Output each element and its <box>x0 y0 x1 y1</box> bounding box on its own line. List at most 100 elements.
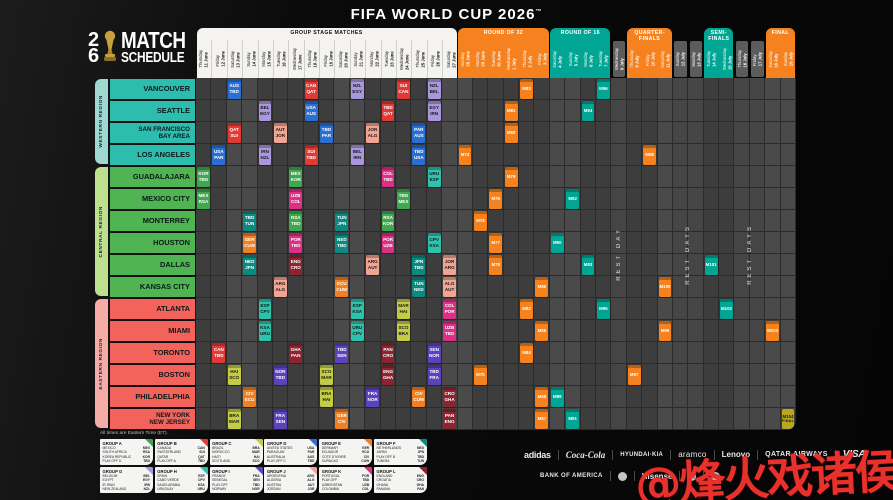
grid-column <box>688 78 704 430</box>
stage-title: ROUND OF 16 <box>560 30 600 36</box>
match-cell-group-H: ESP CPV <box>258 299 272 319</box>
match-cell-r32: M76 <box>489 189 503 209</box>
date-column-header: Monday 29 June <box>473 40 488 78</box>
match-cell-group-C: SCO BRA <box>397 321 410 341</box>
match-cell-group-G: NZL EGY <box>350 79 364 99</box>
date-label: Friday 10 July <box>644 51 655 67</box>
hisense-logo: Hisense <box>641 471 673 481</box>
match-cell-group-I: FRA SEN <box>273 409 287 429</box>
match-cell-r32: M80 <box>504 123 518 143</box>
match-cell-group-G: NZL BEL <box>427 79 441 99</box>
schedule-grid: REST DAY REST DAYS REST DAYS AUS TBD CAN QAT NZ… <box>196 78 796 430</box>
grid-column <box>749 78 766 430</box>
match-cell-group-E: CIV CUW <box>412 387 426 407</box>
stage-band-group-stage-matches: GROUP STAGE MATCHES <box>196 28 457 78</box>
date-label: Sunday 14 June <box>245 51 256 67</box>
match-cell-group-H: ESP KSA <box>350 299 364 319</box>
city-row-label: SAN FRANCISCO BAY AREA <box>110 123 195 143</box>
date-column-header: Sunday 12 July <box>673 40 688 78</box>
date-label: Monday 22 June <box>368 51 379 67</box>
region-label-central: CENTRAL REGION <box>95 167 108 296</box>
match-cell-br3: M103 <box>766 321 780 341</box>
match-cell-group-D: USA AUS <box>304 101 318 121</box>
city-row-label: ATLANTA <box>110 299 195 319</box>
match-cell-sf: M102 <box>720 299 733 319</box>
grid-column <box>672 78 689 430</box>
legend-group-l: GROUP L ENGLAND ENG CROATIA CRO GHANA GHA PANAM… <box>374 467 427 493</box>
date-column-header: Friday 17 July <box>750 40 765 78</box>
date-label: Friday 3 July <box>536 53 548 65</box>
date-label: Tuesday 7 July <box>598 51 609 67</box>
date-label: Saturday 11 July <box>659 50 671 68</box>
grid-column <box>780 78 796 430</box>
match-cell-group-C: HAI SCO <box>227 365 241 385</box>
rest-day-chip <box>751 41 764 77</box>
match-cell-group-E: GER CIV <box>335 409 349 429</box>
sponsor-divider <box>679 471 681 481</box>
match-cell-group-B: TBD QAT <box>381 101 395 121</box>
rest-day-chip <box>674 41 687 77</box>
date-column-header: Saturday 11 July <box>658 40 673 78</box>
grid-column <box>211 78 227 430</box>
match-cell-r32: M75 <box>473 365 487 385</box>
date-label: Wednesday 15 July <box>721 47 732 71</box>
bank-of-america-logo: BANK OF AMERICA <box>540 473 603 479</box>
date-column-header: Wednesday 24 June <box>396 40 412 78</box>
region-label-eastern: EASTERN REGION <box>95 299 108 428</box>
match-cell-group-L: GHA PAN <box>289 343 303 363</box>
match-cell-group-E: ECU CUW <box>335 277 349 297</box>
match-cell-group-L: ENG GHA <box>381 365 395 385</box>
match-cell-r32: M74 <box>473 211 487 231</box>
legend-group-k: GROUP K PORTUGAL POR PLAY-OFF TBD UZBEKISTAN U… <box>319 467 373 493</box>
date-column-header: Saturday 20 June <box>334 40 350 78</box>
date-label: Tuesday 30 June <box>490 51 501 67</box>
match-cell-group-G: EGY IRN <box>427 101 441 121</box>
grid-column <box>734 78 750 430</box>
city-row-label: MONTERREY <box>110 211 195 231</box>
date-column-header: Tuesday 16 June <box>272 40 289 78</box>
visa-logo: VISA <box>842 449 866 460</box>
logo-26-badge: 2 6 <box>88 28 100 67</box>
date-label: Thursday 25 June <box>414 50 426 68</box>
stage-title: QUARTER-FINALS <box>634 30 665 42</box>
legend-group-i: GROUP I FRANCE FRA SENEGAL SEN PLAY-OFF TBD NOR… <box>209 467 263 493</box>
match-cell-r32: M85 <box>535 321 549 341</box>
match-cell-group-K: UZB TBD <box>443 321 457 341</box>
match-cell-group-D: TBD USA <box>412 145 426 165</box>
match-cell-group-F: TUN NED <box>412 277 426 297</box>
match-cell-r32: M79 <box>504 167 518 187</box>
city-row-label: DALLAS <box>110 255 195 275</box>
grid-column <box>334 78 350 430</box>
date-label: Sunday 19 July <box>783 51 794 67</box>
date-label: Saturday 20 June <box>337 50 349 68</box>
schedule-header: GROUP STAGE MATCHES ROUND OF 32 ROUND OF 1… <box>196 28 796 78</box>
match-cell-group-G: IRN NZL <box>258 145 272 165</box>
date-column-header: Tuesday 7 July <box>596 40 611 78</box>
date-column-header: Monday 22 June <box>365 40 381 78</box>
date-label: Friday 19 June <box>322 51 333 67</box>
match-cell-group-I: TBD SEN <box>335 343 349 363</box>
match-cell-r32: M83 <box>520 79 533 99</box>
date-label: Tuesday 14 July <box>706 51 717 67</box>
match-cell-r16: M93 <box>581 255 595 275</box>
sponsor-divider <box>557 449 559 460</box>
date-label: Thursday 16 July <box>736 50 748 68</box>
match-cell-qf: M100 <box>658 277 672 297</box>
timezone-note: All times are Eastern Time (ET). <box>100 431 168 436</box>
stage-title: GROUP STAGE MATCHES <box>290 30 363 36</box>
stage-title: FINAL <box>771 30 789 36</box>
date-column-header: Sunday 14 June <box>242 40 258 78</box>
match-cell-group-D: AUS TBD <box>227 79 241 99</box>
grid-column <box>565 78 581 430</box>
date-label: Thursday 2 July <box>521 50 532 68</box>
match-cell-group-C: BRA HAI <box>320 387 333 407</box>
match-cell-group-F: TBD TUN <box>243 211 257 231</box>
date-label: Sunday 28 June <box>459 51 471 67</box>
grid-column <box>257 78 273 430</box>
date-column-header: Thursday 9 July <box>627 40 642 78</box>
city-row-label: GUADALAJARA <box>110 167 195 187</box>
legend-group-g: GROUP G BELGIUM BEL EGYPT EGY IR IRAN IRN NEW Z… <box>100 467 153 493</box>
match-cell-group-B: CAN QAT <box>304 79 318 99</box>
grid-column <box>580 78 596 430</box>
date-label: Saturday 4 July <box>552 50 563 68</box>
